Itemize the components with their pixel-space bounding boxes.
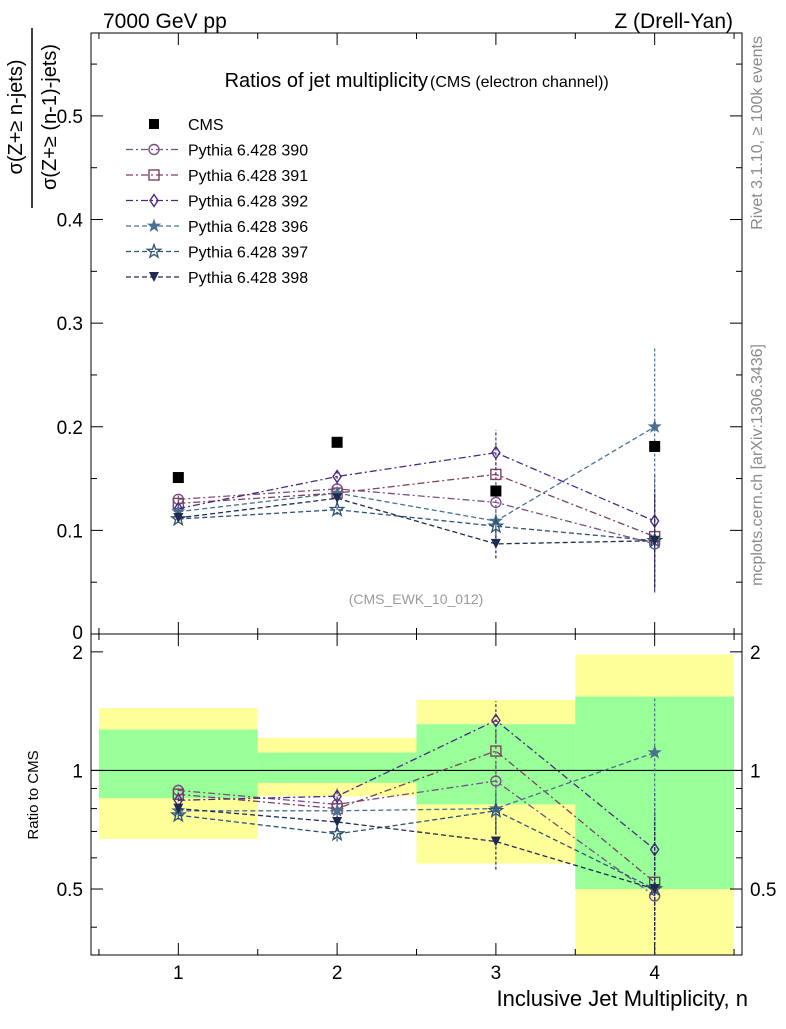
series-point-3 xyxy=(332,469,342,484)
legend-label-1: Pythia 6.428 390 xyxy=(188,143,308,160)
legend-label-5: Pythia 6.428 397 xyxy=(188,245,308,262)
ratio-point-3 xyxy=(649,842,660,857)
y-tick-label: 0.2 xyxy=(57,418,83,439)
legend-label-4: Pythia 6.428 396 xyxy=(188,219,308,236)
ratio-line-2 xyxy=(178,750,656,883)
data-point-cms xyxy=(490,485,502,497)
series-line-3 xyxy=(178,452,655,522)
series-line-6 xyxy=(178,497,655,545)
y-axis-label-denominator: σ(Z+≥ (n-1)-jets) xyxy=(39,44,61,190)
rivet-side-label: Rivet 3.1.10, ≥ 100k events xyxy=(749,36,766,230)
legend-marker-1 xyxy=(148,143,160,156)
ratio-point-6 xyxy=(332,816,343,827)
ratio-line-5 xyxy=(178,810,655,890)
ratio-point-6 xyxy=(173,803,184,814)
y-tick-label: 0.4 xyxy=(57,211,84,232)
ratio-point-3 xyxy=(332,788,342,804)
series-point-6 xyxy=(332,493,343,504)
ratio-point-5 xyxy=(169,806,187,823)
ratio-line-6 xyxy=(178,807,655,890)
ratio-point-1 xyxy=(490,775,502,787)
ratio-point-4 xyxy=(647,745,662,759)
y-tick-label: 0.1 xyxy=(57,521,83,542)
ratio-point-4 xyxy=(329,803,345,817)
ratio-point-5 xyxy=(487,801,505,818)
series-point-6 xyxy=(173,512,184,523)
ratio-point-5 xyxy=(328,824,346,842)
legend-label-cms: CMS xyxy=(188,117,224,134)
legend-marker-2 xyxy=(148,169,160,181)
data-point-cms xyxy=(649,440,661,452)
ratio-y-axis-label: Ratio to CMS xyxy=(25,750,42,839)
y-axis-label-numerator: σ(Z+≥ n-jets) xyxy=(5,60,27,175)
ratio-y-tick-label: 0.5 xyxy=(57,880,83,901)
ratio-y-tick-label-right: 2 xyxy=(750,643,761,664)
series-line-4 xyxy=(178,426,656,522)
chart-subtitle: (CMS (electron channel)) xyxy=(430,74,609,91)
chart-title: Ratios of jet multiplicity xyxy=(225,70,428,92)
y-tick-label: 0.3 xyxy=(57,314,83,335)
series-point-6 xyxy=(490,538,501,549)
ratio-y-tick-label-right: 0.5 xyxy=(750,880,776,901)
ratio-line-4 xyxy=(178,751,655,812)
ratio-y-tick-label-right: 1 xyxy=(750,761,761,782)
ratio-y-tick-label: 1 xyxy=(72,761,83,782)
legend-label-2: Pythia 6.428 391 xyxy=(188,168,308,185)
ratio-line-3 xyxy=(178,719,656,851)
mcplots-side-label: mcplots.cern.ch [arXiv:1306.3436] xyxy=(749,344,766,586)
legend-marker-cms xyxy=(149,119,159,129)
legend-label-6: Pythia 6.428 398 xyxy=(188,270,308,287)
data-point-cms xyxy=(331,436,343,448)
series-point-5 xyxy=(328,500,346,517)
ratio-point-6 xyxy=(649,884,660,895)
series-point-5 xyxy=(487,517,505,534)
energy-label: 7000 GeV pp xyxy=(103,10,227,33)
series-point-6 xyxy=(649,535,660,546)
ratio-point-6 xyxy=(490,836,501,847)
x-tick-label: 1 xyxy=(173,963,184,984)
series-line-2 xyxy=(178,473,655,538)
legend-marker-5 xyxy=(145,242,163,259)
y-tick-label-zero: 0 xyxy=(72,623,83,644)
y-tick-label: 0.5 xyxy=(57,107,83,128)
band-inner-n2 xyxy=(257,752,417,783)
x-tick-label: 4 xyxy=(649,963,660,984)
legend-label-3: Pythia 6.428 392 xyxy=(188,194,308,211)
x-axis-label: Inclusive Jet Multiplicity, n xyxy=(497,986,748,1011)
ratio-line-1 xyxy=(178,780,656,897)
ratio-point-2 xyxy=(490,745,502,757)
series-line-1 xyxy=(178,488,655,545)
process-label: Z (Drell-Yan) xyxy=(614,10,733,33)
band-inner-n1 xyxy=(98,729,258,799)
series-point-4 xyxy=(647,419,662,433)
legend-marker-3 xyxy=(149,193,159,208)
ratio-y-tick-label: 2 xyxy=(72,643,83,664)
x-tick-label: 2 xyxy=(332,963,343,984)
series-point-1 xyxy=(490,496,502,509)
ratio-point-3 xyxy=(491,713,501,728)
series-point-3 xyxy=(491,445,501,460)
x-tick-label: 3 xyxy=(491,963,502,984)
analysis-tag: (CMS_EWK_10_012) xyxy=(349,591,484,607)
legend-marker-4 xyxy=(146,218,162,233)
data-point-cms xyxy=(172,472,184,484)
legend-marker-6 xyxy=(149,272,159,282)
